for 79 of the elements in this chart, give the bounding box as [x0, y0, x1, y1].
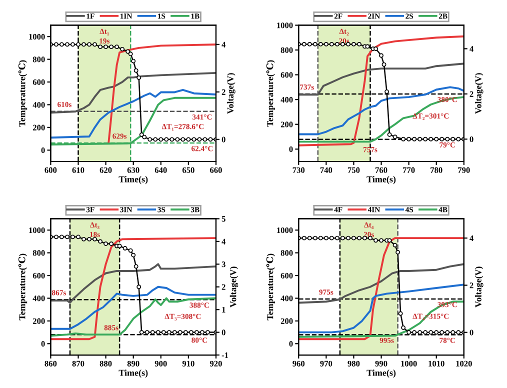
x-tick-label: 860 — [44, 360, 57, 366]
y-tick-label: 600 — [32, 79, 45, 85]
y-tick-label: 200 — [32, 124, 45, 130]
x-tick-label: 650 — [182, 167, 194, 173]
x-axis-title: Time(s) — [118, 370, 148, 378]
y-tick-label: 800 — [32, 250, 45, 256]
x-tick-label: 780 — [430, 167, 442, 173]
y2-axis-title: Voltage(V) — [227, 73, 236, 114]
y-tick-label: 800 — [280, 47, 293, 53]
y-tick-label: 0 — [289, 341, 293, 347]
y2-tick-label: 0 — [222, 330, 226, 336]
x-tick-label: 750 — [348, 167, 360, 173]
y2-tick-label: 3 — [222, 262, 226, 268]
y-tick-label: 1000 — [277, 227, 293, 234]
x-tick-label: 1000 — [401, 360, 417, 366]
y2-tick-label: 4 — [470, 235, 474, 241]
y2-axis-title: Voltage(V) — [475, 266, 484, 308]
y2-axis-title: Voltage(V) — [230, 266, 238, 308]
y-tick-label: 800 — [32, 56, 45, 62]
y-tick-label: 200 — [280, 122, 293, 128]
y-axis-title: Temperature(℃) — [18, 60, 28, 127]
y-tick-label: 0 — [41, 147, 45, 154]
x-tick-label: 730 — [292, 167, 305, 173]
x-tick-label: 970 — [320, 360, 332, 366]
x-tick-label: 760 — [375, 167, 388, 173]
x-tick-label: 910 — [182, 360, 194, 366]
y-tick-label: 400 — [32, 296, 45, 302]
x-tick-label: 630 — [127, 167, 140, 173]
x-axis-title: Time(s) — [366, 176, 396, 184]
y-tick-label: 0 — [41, 341, 45, 347]
x-tick-label: 770 — [403, 167, 415, 173]
y-axis-title: Temperature(℃) — [266, 60, 276, 127]
x-tick-label: 890 — [127, 360, 140, 366]
y-tick-label: 600 — [32, 272, 45, 278]
x-tick-label: 1020 — [456, 360, 472, 366]
x-tick-label: 980 — [348, 360, 360, 366]
x-tick-label: 660 — [210, 167, 222, 173]
x-tick-label: 620 — [100, 167, 112, 173]
x-tick-label: 740 — [320, 167, 332, 173]
y-tick-label: 400 — [280, 296, 293, 302]
y-tick-label: 1000 — [29, 227, 45, 234]
x-tick-label: 900 — [154, 360, 167, 366]
x-tick-label: 1010 — [428, 360, 444, 366]
y-tick-label: 1000 — [29, 34, 45, 40]
y-tick-label: 400 — [280, 96, 293, 103]
y2-tick-label: 2 — [470, 91, 474, 97]
y2-tick-label: 2 — [222, 89, 226, 95]
y2-tick-label: 2 — [470, 282, 474, 288]
x-tick-label: 880 — [100, 360, 112, 366]
y2-tick-label: 0 — [222, 136, 226, 142]
y2-tick-label: 2 — [222, 284, 226, 290]
y-tick-label: 600 — [280, 72, 293, 78]
x-axis-title: Time(s) — [118, 176, 148, 184]
x-axis-title: Time(s) — [366, 370, 396, 378]
y2-tick-label: 0 — [470, 136, 474, 142]
x-tick-label: 960 — [292, 360, 305, 366]
y2-tick-label: 0 — [470, 330, 474, 336]
y2-tick-label: 4 — [470, 46, 474, 52]
y2-tick-label: 1 — [222, 306, 226, 312]
y2-tick-label: 5 — [222, 216, 226, 222]
x-tick-label: 990 — [375, 360, 388, 366]
y-tick-label: 0 — [289, 146, 293, 152]
y-tick-label: 200 — [32, 318, 45, 324]
y-axis-title: Temperature(℃) — [18, 254, 28, 320]
y2-tick-label: -1 — [222, 352, 228, 358]
x-tick-label: 920 — [210, 360, 222, 366]
y2-tick-label: 4 — [222, 42, 226, 48]
y-tick-label: 600 — [280, 272, 293, 278]
x-tick-label: 610 — [72, 167, 84, 173]
y-tick-label: 800 — [280, 250, 293, 256]
y-tick-label: 400 — [32, 102, 45, 108]
y2-axis-title: Voltage(V) — [475, 73, 484, 114]
x-tick-label: 790 — [458, 167, 470, 173]
y2-tick-label: 4 — [222, 238, 226, 244]
y-tick-label: 1000 — [277, 22, 293, 28]
y-tick-label: 200 — [280, 318, 293, 324]
y-axis-title: Temperature(℃) — [266, 254, 276, 320]
x-tick-label: 870 — [72, 360, 84, 366]
x-tick-label: 640 — [154, 167, 167, 173]
